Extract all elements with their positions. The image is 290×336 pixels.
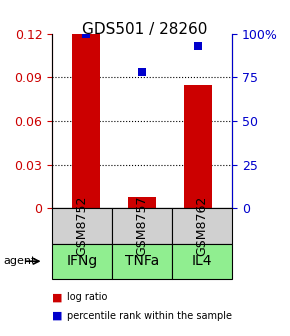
Bar — [72, 34, 100, 208]
Bar — [184, 85, 212, 208]
Text: GDS501 / 28260: GDS501 / 28260 — [82, 22, 208, 37]
Text: ■: ■ — [52, 292, 63, 302]
Text: IL4: IL4 — [192, 254, 212, 268]
Point — [140, 69, 144, 75]
Text: TNFa: TNFa — [125, 254, 159, 268]
Text: log ratio: log ratio — [67, 292, 107, 302]
Text: IFNg: IFNg — [66, 254, 98, 268]
Text: GSM8762: GSM8762 — [195, 196, 209, 256]
Point — [84, 32, 88, 37]
Text: ■: ■ — [52, 311, 63, 321]
Bar — [128, 197, 156, 208]
Point — [196, 43, 201, 48]
Text: GSM8757: GSM8757 — [136, 196, 148, 256]
Text: agent: agent — [3, 256, 35, 266]
Text: GSM8752: GSM8752 — [76, 196, 89, 256]
Text: percentile rank within the sample: percentile rank within the sample — [67, 311, 232, 321]
